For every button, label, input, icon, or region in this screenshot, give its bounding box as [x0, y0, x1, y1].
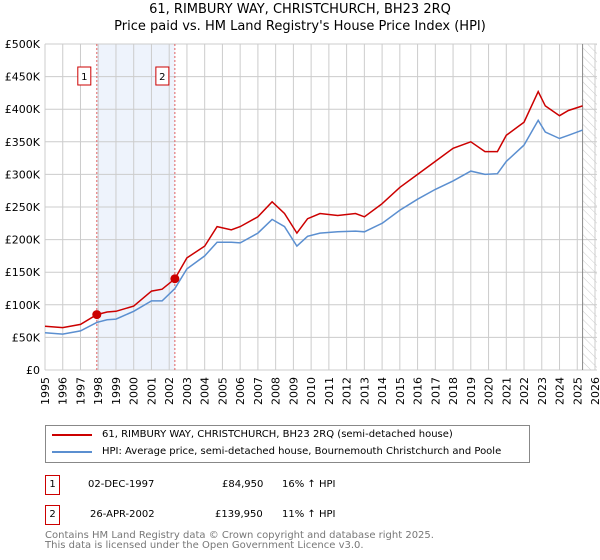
y-tick-label: £100K	[5, 299, 41, 312]
legend-label: 61, RIMBURY WAY, CHRISTCHURCH, BH23 2RQ …	[102, 429, 453, 440]
footer: Contains HM Land Registry data © Crown c…	[45, 531, 434, 551]
transaction-row: 1 02-DEC-1997 £84,950 16% ↑ HPI	[45, 475, 545, 496]
x-tick-label: 2006	[234, 377, 247, 405]
x-tick-label: 2004	[199, 377, 212, 405]
transaction-date: 02-DEC-1997	[88, 479, 155, 490]
y-tick-label: £50K	[12, 331, 41, 344]
y-tick-label: £400K	[5, 103, 41, 116]
x-tick-label: 2010	[305, 377, 318, 405]
sale-marker-box	[155, 66, 170, 86]
sale-marker-box	[77, 66, 92, 86]
legend-item-hpi: HPI: Average price, semi-detached house,…	[52, 446, 501, 457]
footer-licence: This data is licensed under the Open Gov…	[45, 540, 364, 551]
footer-copyright: Contains HM Land Registry data © Crown c…	[45, 530, 434, 541]
legend-item-property: 61, RIMBURY WAY, CHRISTCHURCH, BH23 2RQ …	[52, 429, 453, 440]
x-tick-label: 2024	[554, 377, 567, 405]
sale-marker-label: 2	[159, 72, 165, 83]
x-tick-label: 2023	[536, 377, 549, 405]
price-chart: 1995 1996 1997 1998 1999 2000 2001 2002 2003 2004…	[5, 38, 600, 405]
transaction-badge: 1	[45, 475, 60, 495]
x-tick-label: 2020	[483, 377, 496, 405]
x-tick-label: 2019	[465, 377, 478, 405]
x-tick-label: 2025	[571, 377, 584, 405]
hpi-series-line	[44, 118, 583, 335]
chart-title-line2: Price paid vs. HM Land Registry's House …	[114, 19, 486, 34]
y-tick-label: £300K	[5, 168, 41, 181]
y-tick-label: £150K	[5, 266, 41, 279]
x-tick-label: 2003	[181, 377, 194, 405]
x-tick-label: 1996	[57, 377, 70, 405]
x-tick-label: 1999	[110, 377, 123, 405]
y-tick-label: £250K	[5, 201, 41, 214]
x-tick-label: 2001	[145, 377, 158, 405]
sale-point	[170, 274, 180, 284]
x-tick-label: 2009	[287, 377, 300, 405]
x-tick-label: 2017	[429, 377, 442, 405]
transaction-price: £139,950	[215, 509, 263, 520]
x-tick-label: 2015	[394, 377, 407, 405]
sale-point	[92, 310, 102, 320]
y-tick-label: £0	[26, 364, 40, 377]
transaction-date: 26-APR-2002	[90, 509, 155, 520]
transaction-hpi: 11% ↑ HPI	[282, 509, 336, 520]
y-tick-label: £500K	[5, 38, 41, 51]
x-tick-label: 2021	[500, 377, 513, 405]
x-tick-label: 2013	[358, 377, 371, 405]
legend-label: HPI: Average price, semi-detached house,…	[102, 446, 502, 457]
property-series-line	[44, 89, 583, 329]
chart-title-line1: 61, RIMBURY WAY, CHRISTCHURCH, BH23 2RQ	[149, 2, 451, 17]
transaction-hpi: 16% ↑ HPI	[282, 479, 336, 490]
x-tick-label: 2012	[341, 377, 354, 405]
legend: 61, RIMBURY WAY, CHRISTCHURCH, BH23 2RQ …	[45, 425, 530, 463]
x-tick-label: 2002	[163, 377, 176, 405]
x-tick-label: 1998	[92, 377, 105, 405]
transaction-badge: 2	[45, 505, 60, 525]
legend-swatch-red	[52, 433, 92, 436]
x-tick-label: 2014	[376, 377, 389, 405]
transaction-price: £84,950	[222, 479, 264, 490]
x-tick-label: 2007	[252, 377, 265, 405]
x-tick-label: 1995	[39, 377, 52, 405]
x-tick-label: 2008	[270, 377, 283, 405]
y-tick-label: £450K	[5, 71, 41, 84]
transaction-row: 2 26-APR-2002 £139,950 11% ↑ HPI	[45, 505, 545, 526]
sale-marker-label: 1	[81, 72, 87, 83]
x-tick-label: 2026	[589, 377, 600, 405]
x-tick-label: 2018	[447, 377, 460, 405]
y-tick-label: £200K	[5, 234, 41, 247]
x-tick-label: 2011	[323, 377, 336, 405]
y-tick-label: £350K	[5, 136, 41, 149]
x-tick-label: 2000	[128, 377, 141, 405]
x-tick-label: 2005	[216, 377, 229, 405]
x-tick-label: 2022	[518, 377, 531, 405]
x-tick-label: 1997	[74, 377, 87, 405]
legend-swatch-blue	[52, 450, 92, 453]
x-tick-label: 2016	[412, 377, 425, 405]
